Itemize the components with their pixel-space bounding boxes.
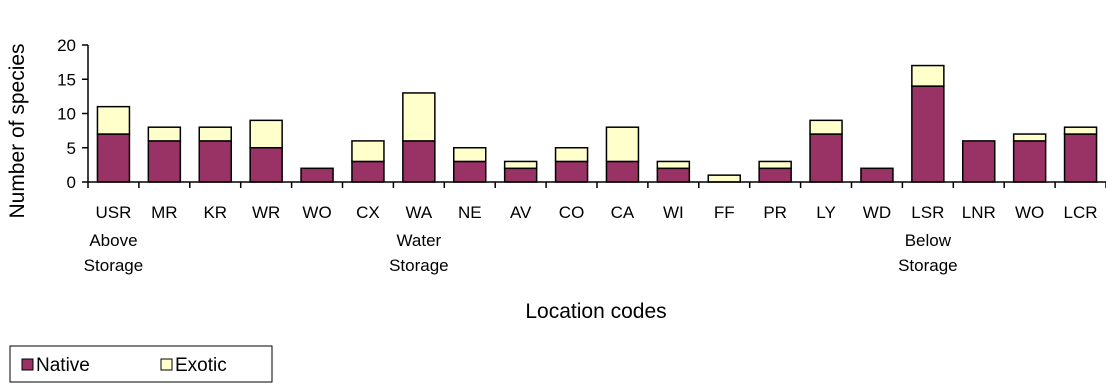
legend-label-exotic: Exotic (175, 355, 227, 376)
legend-label-native: Native (36, 355, 90, 376)
bars-layer (96, 64, 1098, 183)
x-tick-label: CA (611, 203, 635, 222)
bar-exotic-lsr (911, 64, 945, 87)
group-label: Above (89, 231, 137, 250)
x-tick-label: CO (559, 203, 585, 222)
x-tick-label: WA (405, 203, 432, 222)
x-tick-label: WO (302, 203, 331, 222)
x-tick-label: WR (252, 203, 280, 222)
bar-native-co (554, 160, 589, 183)
legend-frame (9, 345, 273, 383)
y-tick-label: 0 (67, 173, 76, 192)
bar-native-ne (453, 160, 487, 183)
bar-exotic-co (554, 147, 589, 163)
x-axis-title: Location codes (525, 300, 666, 323)
bar-exotic-ca (605, 126, 640, 163)
bar-native-wi (656, 167, 691, 183)
x-tick-label: CX (356, 203, 380, 222)
bar-exotic-ly (809, 119, 843, 135)
bar-exotic-av (503, 160, 538, 170)
y-tick-label: 15 (57, 70, 76, 89)
bar-native-pr (758, 167, 792, 183)
bar-exotic-pr (758, 160, 792, 170)
x-tick-label: NE (458, 203, 482, 222)
x-axis-tick-labels: USR MR KR WR WO CX WA NE AV CO CA WI FF PR LY WD LSR LNR W… (95, 203, 1097, 222)
group-label: Below (905, 231, 952, 250)
x-tick-label: FF (714, 203, 735, 222)
legend: Native Exotic (9, 345, 273, 383)
bar-exotic-kr (198, 126, 232, 142)
bar-native-ly (809, 133, 843, 183)
x-axis-ticks (87, 182, 1106, 188)
bar-exotic-wi (656, 160, 691, 170)
bar-exotic-usr (96, 105, 131, 135)
bar-native-mr (147, 140, 182, 183)
y-tick-label: 5 (67, 139, 76, 158)
bar-exotic-wo (1012, 133, 1047, 142)
group-label: Storage (84, 256, 144, 275)
x-tick-label: LSR (911, 203, 944, 222)
bar-native-wa (402, 140, 436, 183)
x-tick-label: LNR (962, 203, 996, 222)
bar-exotic-ff (707, 174, 741, 183)
x-tick-label: WO (1015, 203, 1044, 222)
x-tick-label: WD (863, 203, 891, 222)
bar-native-ca (605, 160, 640, 183)
y-axis-ticks: 0 5 10 15 20 (57, 36, 88, 192)
x-tick-label: AV (510, 203, 532, 222)
bar-native-wd (860, 167, 894, 183)
bar-native-wr (249, 147, 283, 183)
bar-exotic-lcr (1063, 126, 1098, 135)
bar-native-lsr (911, 85, 945, 183)
bar-exotic-ne (453, 147, 487, 163)
group-label: Water (396, 231, 441, 250)
group-labels: Above Storage Water Storage Below Storage (84, 231, 958, 275)
legend-swatch-exotic (160, 358, 173, 371)
y-tick-label: 20 (57, 36, 76, 55)
x-tick-label: PR (763, 203, 787, 222)
bar-exotic-wa (402, 92, 436, 142)
bar-native-wo (1012, 140, 1047, 183)
bar-exotic-wr (249, 119, 283, 149)
x-tick-label: USR (95, 203, 131, 222)
group-label: Storage (389, 256, 449, 275)
x-tick-label: WI (663, 203, 684, 222)
bar-native-usr (96, 133, 131, 183)
bar-native-lcr (1063, 133, 1098, 183)
y-tick-label: 10 (57, 105, 76, 124)
x-tick-label: LY (816, 203, 836, 222)
bar-exotic-cx (351, 140, 385, 163)
bar-native-av (503, 167, 538, 183)
bar-native-kr (198, 140, 232, 183)
bar-exotic-mr (147, 126, 182, 142)
bar-native-cx (351, 160, 385, 183)
bar-native-lnr (962, 140, 996, 183)
y-axis-title: Number of species (6, 43, 29, 218)
group-label: Storage (898, 256, 958, 275)
legend-swatch-native (21, 358, 34, 371)
x-tick-label: KR (203, 203, 227, 222)
x-tick-label: LCR (1064, 203, 1098, 222)
bar-native-wo (300, 167, 334, 183)
x-tick-label: MR (151, 203, 177, 222)
